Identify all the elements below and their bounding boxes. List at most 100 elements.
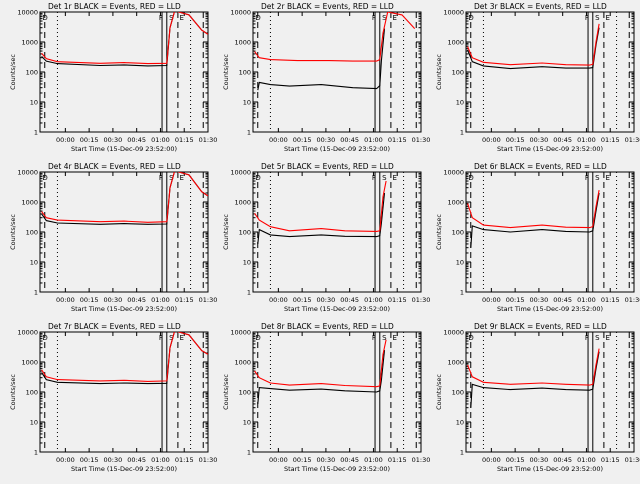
- x-tick-label: 01:30: [199, 456, 218, 464]
- x-tick-label: 01:00: [577, 456, 596, 464]
- x-axis-label: Start Time (15-Dec-09 23:52:00): [71, 305, 177, 313]
- panel-det-7: Det 7r BLACK = Events, RED = LLD 1 10 100 10…: [9, 322, 217, 473]
- y-tick-label: 10000: [443, 169, 464, 177]
- y-tick-label: 1: [247, 289, 251, 297]
- marker-label-d: D: [255, 14, 260, 22]
- y-tick-label: 1: [460, 129, 464, 137]
- y-tick-label: 100: [26, 69, 38, 77]
- marker-label-f: F: [372, 14, 376, 22]
- x-tick-label: 00:00: [269, 296, 288, 304]
- x-tick-label: 00:30: [104, 456, 123, 464]
- x-axis-label: Start Time (15-Dec-09 23:52:00): [71, 145, 177, 153]
- plot-frame: [252, 11, 422, 133]
- marker-label-d: D: [42, 174, 47, 182]
- x-axis-label: Start Time (15-Dec-09 23:52:00): [284, 145, 390, 153]
- y-tick-label: 1000: [234, 199, 251, 207]
- x-tick-label: 00:15: [293, 136, 312, 144]
- x-tick-label: 00:00: [482, 456, 501, 464]
- marker-label-d: D: [468, 334, 473, 342]
- plot-frame: [465, 11, 635, 133]
- marker-label-d: D: [255, 174, 260, 182]
- x-axis-label: Start Time (15-Dec-09 23:52:00): [284, 305, 390, 313]
- y-axis-label: Counts/sec: [222, 374, 230, 410]
- y-tick-label: 1000: [21, 359, 38, 367]
- marker-label-d: D: [255, 334, 260, 342]
- y-tick-label: 1: [247, 129, 251, 137]
- x-tick-label: 01:30: [199, 136, 218, 144]
- x-tick-label: 01:30: [625, 456, 640, 464]
- y-tick-label: 100: [452, 229, 464, 237]
- y-tick-label: 1: [34, 129, 38, 137]
- marker-label-e: E: [605, 174, 609, 182]
- marker-label-s: S: [169, 174, 174, 182]
- marker-label-d: D: [42, 14, 47, 22]
- x-axis-label: Start Time (15-Dec-09 23:52:00): [497, 465, 603, 473]
- y-tick-label: 10000: [17, 9, 38, 17]
- marker-label-f: F: [372, 174, 376, 182]
- x-tick-label: 01:00: [577, 296, 596, 304]
- x-tick-label: 01:30: [199, 296, 218, 304]
- series-events-line: [257, 192, 386, 244]
- x-tick-label: 01:15: [175, 456, 194, 464]
- x-tick-label: 01:15: [388, 296, 407, 304]
- x-tick-label: 01:00: [364, 456, 383, 464]
- y-tick-label: 100: [26, 229, 38, 237]
- y-tick-label: 100: [26, 389, 38, 397]
- marker-label-s: S: [169, 14, 174, 22]
- y-tick-label: 10000: [17, 169, 38, 177]
- marker-label-d: D: [468, 174, 473, 182]
- series-lld-line: [41, 332, 208, 382]
- y-axis-label: Counts/sec: [435, 374, 443, 410]
- plot-frame: [252, 331, 422, 453]
- marker-label-e: E: [179, 174, 183, 182]
- x-tick-label: 00:00: [482, 296, 501, 304]
- marker-label-s: S: [169, 334, 174, 342]
- x-tick-label: 00:45: [127, 136, 146, 144]
- marker-label-e: E: [392, 174, 396, 182]
- marker-label-f: F: [372, 334, 376, 342]
- y-tick-label: 1: [247, 449, 251, 457]
- x-tick-label: 00:45: [553, 296, 572, 304]
- x-axis-label: Start Time (15-Dec-09 23:52:00): [71, 465, 177, 473]
- panel-title: Det 4r BLACK = Events, RED = LLD: [48, 162, 181, 171]
- marker-label-d: D: [468, 14, 473, 22]
- y-tick-label: 10000: [443, 9, 464, 17]
- x-tick-label: 00:15: [80, 296, 99, 304]
- y-tick-label: 10: [30, 99, 38, 107]
- panel-det-2: Det 2r BLACK = Events, RED = LLD 1 10 100 10…: [222, 2, 430, 153]
- x-tick-label: 01:30: [625, 296, 640, 304]
- y-tick-label: 1: [34, 289, 38, 297]
- y-tick-label: 1000: [234, 39, 251, 47]
- y-tick-label: 10000: [443, 329, 464, 337]
- x-tick-label: 00:30: [317, 296, 336, 304]
- marker-label-s: S: [595, 14, 600, 22]
- y-tick-label: 100: [239, 229, 251, 237]
- panel-title: Det 2r BLACK = Events, RED = LLD: [261, 2, 394, 11]
- series-events-line: [470, 351, 600, 408]
- series-events-line: [470, 192, 600, 248]
- panel-title: Det 5r BLACK = Events, RED = LLD: [261, 162, 394, 171]
- y-tick-label: 1000: [21, 39, 38, 47]
- x-tick-label: 01:30: [412, 296, 431, 304]
- marker-label-f: F: [159, 334, 163, 342]
- x-axis-label: Start Time (15-Dec-09 23:52:00): [497, 145, 603, 153]
- y-axis-label: Counts/sec: [9, 374, 17, 410]
- y-tick-label: 1: [460, 449, 464, 457]
- series-lld-line: [467, 348, 600, 386]
- x-tick-label: 01:15: [601, 296, 620, 304]
- marker-label-d: D: [42, 334, 47, 342]
- plot-frame: [39, 11, 209, 133]
- x-tick-label: 01:15: [175, 136, 194, 144]
- marker-label-s: S: [382, 14, 387, 22]
- x-tick-label: 01:15: [388, 136, 407, 144]
- plot-frame: [465, 331, 635, 453]
- x-tick-label: 00:00: [56, 296, 75, 304]
- y-axis-label: Counts/sec: [435, 54, 443, 90]
- panel-det-8: Det 8r BLACK = Events, RED = LLD 1 10 100 10…: [222, 322, 430, 473]
- x-tick-label: 01:15: [388, 456, 407, 464]
- x-tick-label: 00:15: [80, 456, 99, 464]
- marker-label-e: E: [179, 14, 183, 22]
- marker-label-f: F: [159, 14, 163, 22]
- y-tick-label: 10000: [230, 9, 251, 17]
